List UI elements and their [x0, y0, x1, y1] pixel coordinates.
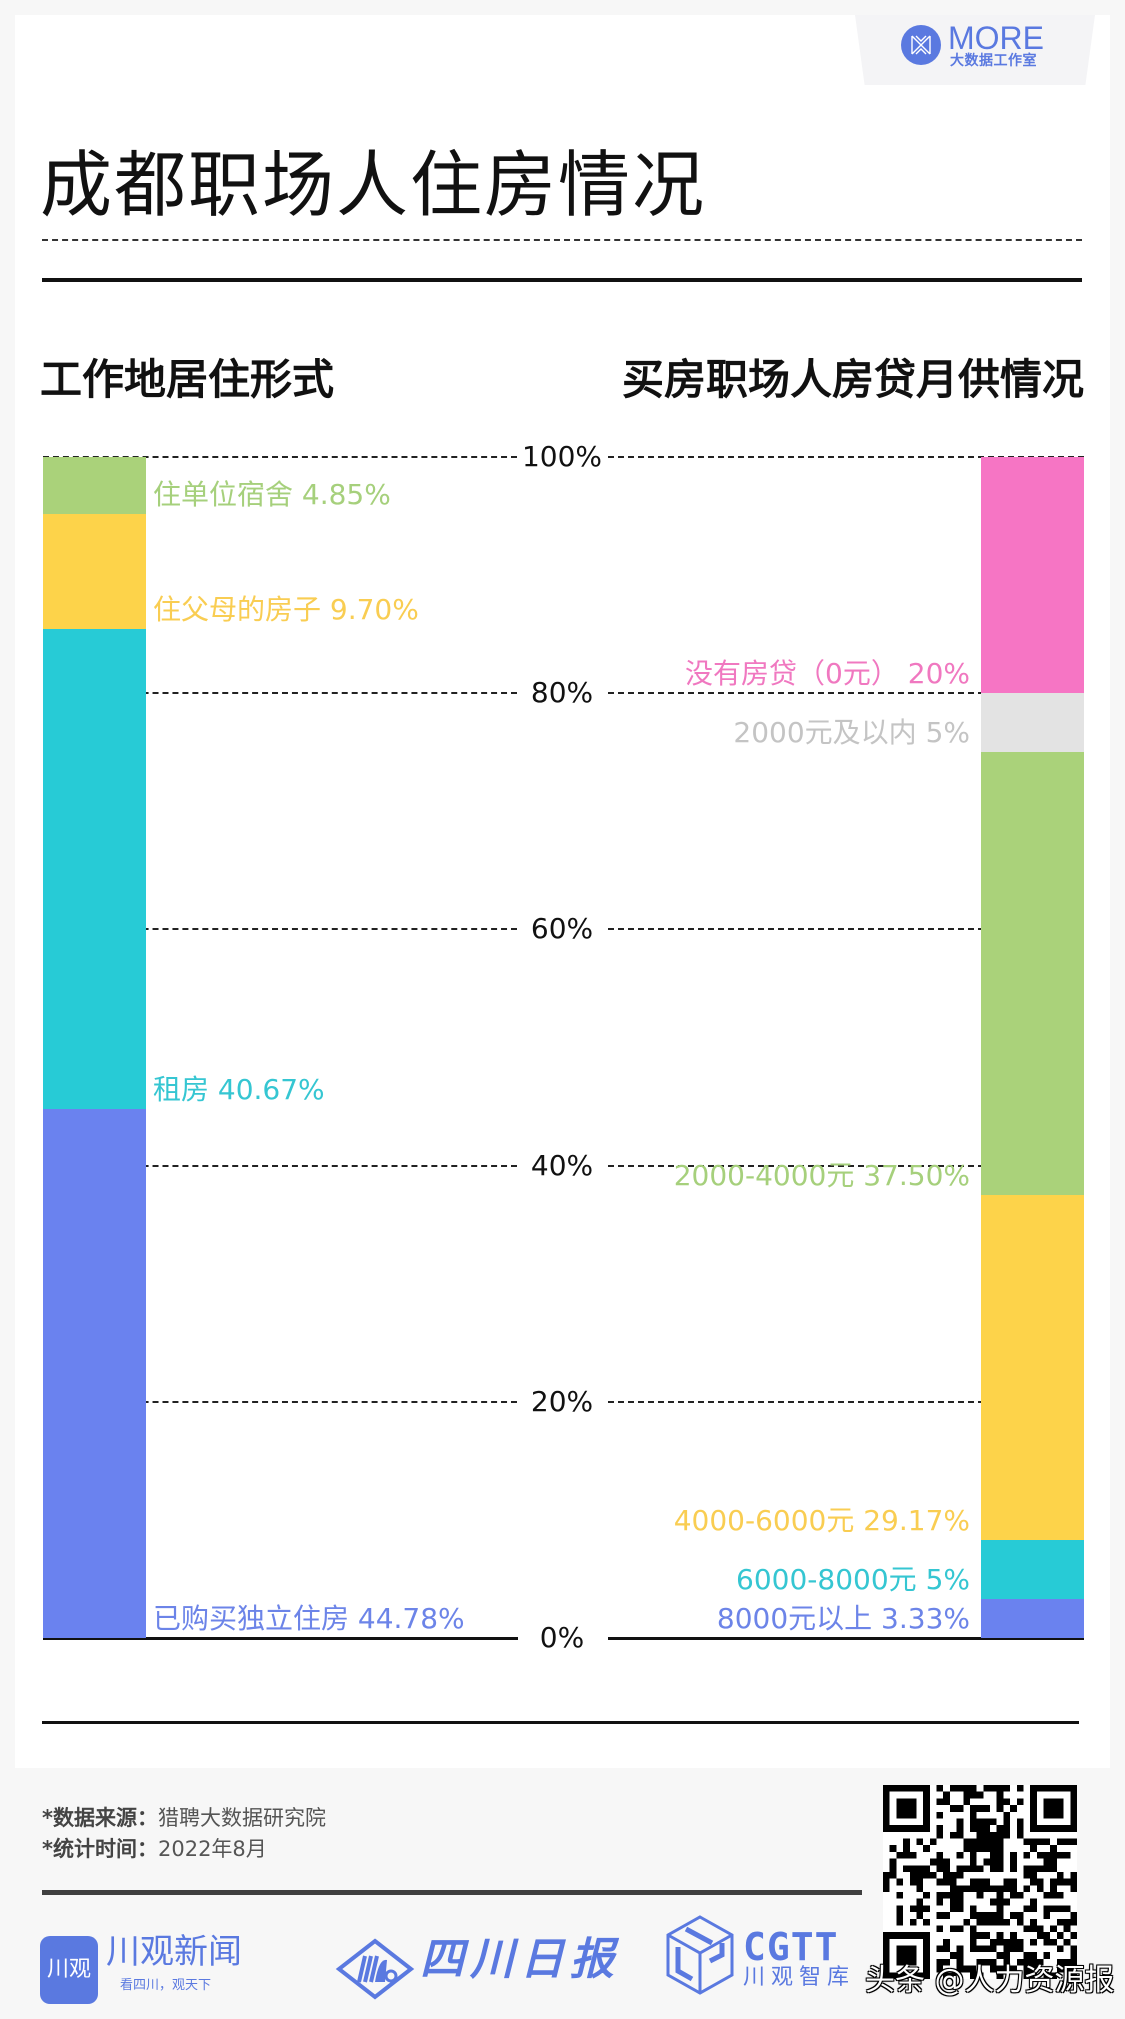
- title-dashed-divider: [42, 239, 1082, 241]
- y-axis-tick-label: 20%: [530, 1384, 594, 1418]
- right-segment-label: 没有房贷（0元） 20%: [685, 657, 970, 691]
- right-segment-label: 4000-6000元 29.17%: [673, 1503, 970, 1537]
- y-axis-tick-label: 60%: [530, 912, 594, 946]
- infographic-card: [15, 15, 1110, 1768]
- sichuan-daily-emblem-icon: [335, 1938, 441, 2000]
- left-segment-label: 已购买独立住房 44.78%: [153, 1602, 465, 1635]
- page-title: 成都职场人住房情况: [40, 143, 707, 227]
- cgtt-subtitle: 川观智库: [743, 1965, 856, 1990]
- data-source: *数据来源：猎聘大数据研究院: [42, 1804, 326, 1832]
- left-bar-segment: [43, 1109, 146, 1638]
- brand-tab: [855, 15, 1095, 85]
- gridline: [608, 1164, 1084, 1167]
- data-time-value: 2022年8月: [157, 1837, 267, 1861]
- gridline: [43, 692, 517, 695]
- data-source-label: *数据来源：: [42, 1806, 158, 1830]
- right-segment-label: 2000-4000元 37.50%: [673, 1159, 970, 1193]
- gridline: [43, 1400, 517, 1403]
- chuanguan-slogan: 看四川，观天下: [120, 1978, 212, 1993]
- qr-code[interactable]: [883, 1785, 1077, 1979]
- gridline: [43, 928, 517, 931]
- right-chart-title: 买房职场人房贷月供情况: [621, 355, 1084, 404]
- data-source-value: 猎聘大数据研究院: [157, 1806, 326, 1830]
- y-axis-tick-label: 40%: [530, 1148, 594, 1182]
- brand-name: MORE: [948, 20, 1044, 56]
- gridline: [43, 1164, 517, 1167]
- cgtt-cube-icon: [666, 1915, 734, 1995]
- left-bar-segment: [43, 457, 146, 515]
- right-bar-segment: [981, 752, 1084, 1196]
- left-bar-segment: [43, 514, 146, 629]
- gridline: [608, 456, 1084, 458]
- toutiao-watermark: 头条 @人力资源报: [865, 1963, 1115, 1998]
- gridline: [608, 928, 1084, 931]
- right-segment-label: 8000元以上 3.33%: [716, 1602, 970, 1635]
- right-bar-segment: [981, 1539, 1084, 1599]
- cgtt-logo: CGTT: [743, 1925, 839, 1969]
- brand-subtitle: 大数据工作室: [950, 53, 1037, 69]
- chuanguan-app-icon: 川观: [40, 1936, 98, 2004]
- right-segment-label: 2000元及以内 5%: [733, 716, 970, 750]
- left-bar-segment: [43, 628, 146, 1110]
- x-axis-baseline: [43, 1637, 518, 1640]
- y-axis-tick-label: 80%: [530, 676, 594, 710]
- sichuan-daily-logo: 四川日报: [420, 1934, 620, 1985]
- title-divider: [42, 278, 1082, 282]
- data-time-label: *统计时间：: [42, 1837, 158, 1861]
- gridline: [608, 1400, 1084, 1403]
- chart-bottom-divider: [42, 1721, 1079, 1724]
- left-segment-label: 住父母的房子 9.70%: [153, 592, 419, 626]
- x-axis-baseline: [608, 1637, 1084, 1640]
- y-axis-tick-label: 100%: [521, 440, 603, 473]
- data-time: *统计时间：2022年8月: [42, 1835, 267, 1863]
- right-segment-label: 6000-8000元 5%: [736, 1562, 970, 1596]
- right-bar-segment: [981, 457, 1084, 694]
- right-bar-segment: [981, 1598, 1084, 1638]
- left-segment-label: 租房 40.67%: [153, 1073, 325, 1107]
- more-logo-icon: [901, 25, 941, 65]
- gridline: [43, 456, 517, 458]
- gridline: [608, 692, 1084, 695]
- right-bar-segment: [981, 1195, 1084, 1540]
- right-bar-segment: [981, 693, 1084, 753]
- left-chart-title: 工作地居住形式: [40, 355, 335, 404]
- left-segment-label: 住单位宿舍 4.85%: [153, 478, 391, 512]
- chuanguan-news-logo: 川观新闻: [106, 1932, 242, 1972]
- y-axis-tick-label: 0%: [539, 1621, 585, 1654]
- footer-divider: [42, 1890, 862, 1895]
